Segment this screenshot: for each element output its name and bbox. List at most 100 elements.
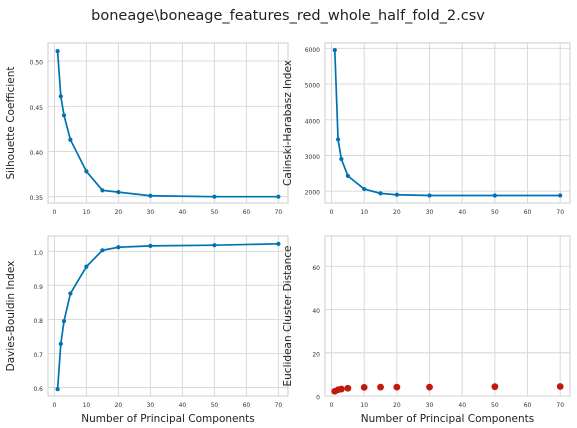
data-point <box>339 156 344 162</box>
silhouette-subplot: 0 10 20 30 40 50 60 70 0.35 0.40 0.45 0.50 Silhouett… <box>5 42 289 216</box>
x-tick-label: 50 <box>491 209 499 216</box>
x-tick-label: 10 <box>360 209 368 216</box>
data-point <box>394 192 399 197</box>
data-point <box>426 383 433 391</box>
data-point <box>68 291 73 296</box>
data-point <box>68 137 73 142</box>
y-tick-label: 0 <box>316 395 320 402</box>
x-tick-label: 70 <box>556 209 564 216</box>
data-point <box>337 385 345 393</box>
data-point <box>491 383 499 391</box>
data-point <box>362 186 367 192</box>
y-tick-label: 2000 <box>305 190 320 197</box>
data-point <box>55 387 60 392</box>
data-point <box>100 188 105 193</box>
x-tick-label: 30 <box>426 402 434 409</box>
y-tick-label: 60 <box>312 265 320 272</box>
davies-plot-area <box>47 235 289 397</box>
y-tick-label: 0.45 <box>30 105 44 112</box>
y-axis-label: Euclidean Cluster Distance <box>282 246 294 387</box>
x-tick-label: 10 <box>83 209 91 216</box>
data-point <box>84 264 89 269</box>
x-tick-label: 50 <box>211 402 219 409</box>
y-tick-label: 0.8 <box>33 318 43 325</box>
x-tick-label: 60 <box>524 209 532 216</box>
subplots-container: 0 10 20 30 40 50 60 70 0.35 0.40 0.45 0.50 Silhouett… <box>5 42 571 425</box>
data-point <box>345 173 350 178</box>
data-point <box>116 190 121 195</box>
x-tick-label: 10 <box>360 402 368 409</box>
x-tick-label: 70 <box>275 209 283 216</box>
x-tick-label: 40 <box>458 209 466 216</box>
x-tick-label: 40 <box>179 209 187 216</box>
data-point <box>378 191 383 196</box>
data-point <box>61 319 67 324</box>
y-tick-label: 5000 <box>305 83 320 90</box>
calinski-subplot: 0 10 20 30 40 50 60 70 2000 3000 4000 5000 6000 Calin… <box>282 42 571 216</box>
y-tick-label: 0.35 <box>30 195 44 202</box>
y-tick-label: 0.9 <box>33 284 43 291</box>
data-point <box>360 383 368 391</box>
x-tick-label: 50 <box>211 209 219 216</box>
x-tick-label: 60 <box>243 209 251 216</box>
y-tick-label: 0.7 <box>33 352 43 359</box>
x-tick-label: 40 <box>179 402 187 409</box>
x-tick-label: 30 <box>147 402 155 409</box>
data-point <box>335 137 341 142</box>
x-tick-label: 60 <box>243 402 251 409</box>
data-point <box>100 248 105 253</box>
calinski-plot-area <box>324 42 571 204</box>
y-tick-label: 1.0 <box>33 250 43 257</box>
y-tick-label: 20 <box>312 351 320 358</box>
data-point <box>61 113 67 118</box>
data-point <box>344 384 352 392</box>
y-tick-label: 4000 <box>305 118 320 125</box>
x-tick-label: 20 <box>115 209 123 216</box>
x-tick-label: 40 <box>458 402 466 409</box>
data-point <box>558 193 563 198</box>
x-axis-label: Number of Principal Components <box>361 413 535 425</box>
x-axis-label: Number of Principal Components <box>81 413 255 425</box>
data-point <box>55 49 60 54</box>
x-tick-label: 20 <box>393 209 401 216</box>
data-point <box>276 241 281 246</box>
euclidean-subplot: 0 10 20 30 40 50 60 70 0 20 40 60 Euclidean Cluster … <box>282 235 571 425</box>
x-tick-label: 0 <box>52 209 56 216</box>
x-tick-label: 30 <box>426 209 434 216</box>
data-point <box>556 383 564 390</box>
data-point <box>332 48 337 53</box>
data-point <box>58 341 63 347</box>
data-point <box>492 193 497 198</box>
euclidean-plot-area <box>324 235 571 397</box>
data-point <box>58 94 63 99</box>
x-tick-label: 60 <box>524 402 532 409</box>
silhouette-plot-area <box>47 42 289 204</box>
data-point <box>148 193 153 198</box>
data-point <box>393 383 401 391</box>
series-line <box>333 50 561 197</box>
y-tick-label: 40 <box>312 308 320 315</box>
x-tick-label: 50 <box>491 402 499 409</box>
davies-subplot: 0 10 20 30 40 50 60 70 0.6 0.7 0.8 0.9 1.0 Davies-Bou… <box>5 235 289 425</box>
series-line <box>56 242 279 390</box>
x-tick-label: 0 <box>330 402 334 409</box>
data-point <box>276 194 281 199</box>
x-tick-label: 20 <box>393 402 401 409</box>
x-tick-label: 30 <box>147 209 155 216</box>
y-tick-label: 0.40 <box>30 150 44 157</box>
x-tick-label: 0 <box>52 402 56 409</box>
data-point <box>148 243 153 248</box>
data-point <box>116 245 121 250</box>
data-point <box>377 383 384 391</box>
x-tick-label: 70 <box>275 402 283 409</box>
series-line <box>56 51 279 198</box>
x-tick-label: 70 <box>556 402 564 409</box>
y-axis-label: Calinski-Harabasz Index <box>282 60 294 186</box>
y-axis-label: Silhouette Coefficient <box>5 66 17 179</box>
data-point <box>427 193 432 198</box>
x-tick-label: 10 <box>83 402 91 409</box>
y-tick-label: 0.50 <box>30 60 44 67</box>
y-axis-label: Davies-Bouldin Index <box>5 261 17 372</box>
data-point <box>212 194 217 199</box>
